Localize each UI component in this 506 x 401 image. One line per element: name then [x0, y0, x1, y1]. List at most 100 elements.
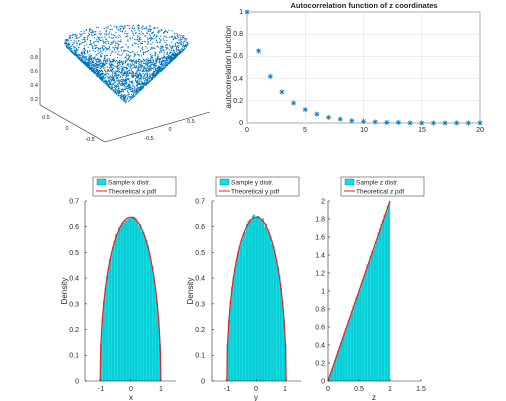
hist-x-bar	[154, 289, 157, 382]
cone-point	[145, 84, 147, 86]
cone-point	[146, 76, 148, 78]
cone-point	[111, 75, 113, 77]
cone-point	[174, 42, 176, 44]
cone-point	[105, 50, 107, 52]
cone-point	[118, 71, 120, 73]
hist-y-chart: Sample y distr. Theoretical y pdf 0.7 0.…	[186, 176, 301, 401]
hist-y-bar	[244, 231, 247, 382]
cone-point	[79, 54, 81, 56]
cone-point	[143, 51, 145, 53]
cone-point	[140, 77, 142, 79]
cone-point	[174, 45, 176, 47]
cone-point	[120, 41, 122, 43]
hist-z-bar	[380, 223, 383, 382]
cone-point	[167, 53, 169, 55]
cone-point	[122, 63, 124, 65]
cone-point	[110, 78, 112, 80]
acf-chart: Autocorrelation function of z coordinate…	[224, 1, 484, 134]
cone-point	[100, 56, 102, 58]
cone-point	[172, 55, 174, 57]
cone-point	[118, 74, 120, 76]
acf-point	[325, 114, 332, 121]
cone-point	[130, 59, 132, 61]
cone-point	[86, 66, 88, 68]
cone-point	[111, 63, 113, 65]
cone-point	[163, 52, 165, 54]
cone-point	[75, 52, 77, 54]
cone-point	[122, 28, 124, 30]
cone-point	[91, 31, 93, 33]
cone-point	[135, 78, 137, 80]
cone-point	[112, 60, 114, 62]
cone-point	[87, 51, 89, 53]
cone-point	[152, 77, 154, 79]
cone-point	[177, 48, 179, 50]
cone-point	[128, 70, 130, 72]
cone-point	[161, 65, 163, 67]
cone-point	[97, 72, 99, 74]
cone-point	[132, 90, 134, 92]
cone-point	[180, 41, 182, 43]
cone-point	[140, 86, 142, 88]
cone-point	[155, 60, 157, 62]
cone-point	[180, 42, 182, 44]
cone-point	[169, 61, 171, 63]
cone-point	[82, 50, 84, 52]
hist-x-ytick-01: 0.1	[69, 353, 79, 360]
cone-point	[148, 61, 150, 63]
cone-point	[113, 86, 115, 88]
hist-z-legend-sample: Sample z distr.	[356, 180, 399, 187]
cone-point	[131, 81, 133, 83]
cone-point	[148, 66, 150, 68]
hist-y-bar	[275, 261, 278, 382]
cone-point	[137, 83, 139, 85]
cone-point	[183, 45, 185, 47]
cone-point	[146, 68, 148, 70]
cone-point	[80, 58, 82, 60]
cone-point	[129, 80, 131, 82]
cone-point	[171, 60, 173, 62]
cone-point	[120, 83, 122, 85]
cone-point	[98, 38, 100, 40]
cone-point	[114, 91, 116, 93]
cone-point	[114, 75, 116, 77]
cone-point	[131, 87, 133, 89]
hist-y-bar	[278, 275, 281, 382]
cone-point	[114, 60, 116, 62]
cone-point	[106, 48, 108, 50]
cone-point	[134, 91, 136, 93]
cone-point	[131, 73, 133, 75]
cone-point	[150, 47, 152, 49]
cone-point	[167, 52, 169, 54]
cone-point	[136, 54, 138, 56]
cone-point	[137, 68, 139, 70]
cone-point	[126, 58, 128, 60]
cone-point	[153, 72, 155, 74]
cone-point	[136, 67, 138, 69]
cone-point	[111, 69, 113, 71]
hist-x-bar	[122, 222, 125, 382]
cone-point	[125, 67, 127, 69]
cone-point	[120, 75, 122, 77]
cone-point	[179, 52, 181, 54]
cone-point	[182, 46, 184, 48]
cone-point	[73, 42, 75, 44]
acf-points	[244, 9, 483, 126]
cone-point	[103, 67, 105, 69]
cone-point	[106, 48, 108, 50]
cone-point	[108, 47, 110, 49]
cone-point	[76, 45, 78, 47]
cone-point	[127, 74, 129, 76]
cone-point	[138, 82, 140, 84]
cone-point	[142, 85, 144, 87]
cone-point	[74, 46, 76, 48]
cone-point	[119, 76, 121, 78]
cone-point	[152, 74, 154, 76]
cone-point	[168, 63, 170, 65]
cone-point	[116, 47, 118, 49]
cone-point	[117, 86, 119, 88]
cone-point	[145, 63, 147, 65]
cone-point	[130, 88, 132, 90]
cone-point	[171, 56, 173, 58]
cone-point	[131, 60, 133, 62]
